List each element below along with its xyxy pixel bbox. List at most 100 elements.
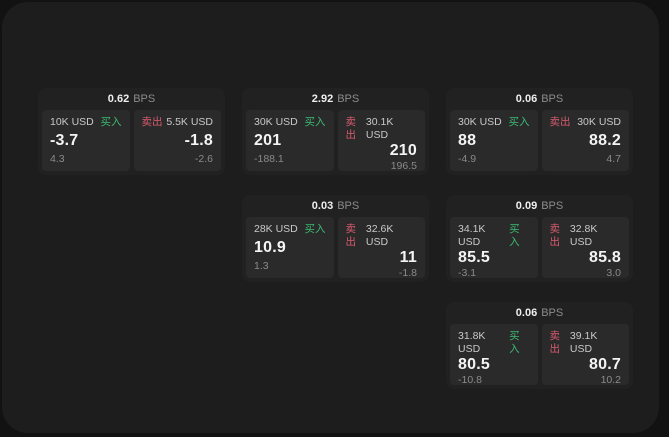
- bps-value: 0.06: [515, 307, 538, 319]
- sell-price: 85.8: [589, 249, 621, 266]
- buy-panel[interactable]: 30K USD 买入 201 -188.1: [246, 110, 334, 171]
- buy-panel-top: 30K USD 买入: [254, 116, 326, 129]
- sell-panel[interactable]: 卖出 30.1K USD 210 196.5: [337, 110, 425, 172]
- quote-card: 0.62 BPS 10K USD 买入 -3.7 4.3 卖出 5.5K USD…: [38, 88, 225, 175]
- sell-panel[interactable]: 卖出 5.5K USD -1.8 -2.6: [133, 110, 221, 171]
- sell-amount: 32.8K USD: [569, 223, 598, 248]
- buy-price: 10.9: [254, 239, 286, 256]
- sell-amount: 30K USD: [577, 116, 621, 128]
- sell-amount: 30.1K USD: [365, 116, 394, 141]
- sell-price: 11: [399, 249, 417, 266]
- bps-unit-label: BPS: [337, 93, 360, 105]
- buy-delta: -10.8: [458, 374, 482, 386]
- buy-price: 85.5: [458, 249, 490, 266]
- sell-delta: 4.7: [606, 153, 621, 165]
- sell-price: 88.2: [589, 132, 621, 149]
- sell-panel-top: 卖出 32.8K USD: [550, 223, 622, 249]
- bps-value: 2.92: [311, 93, 334, 105]
- sell-panel-top: 卖出 39.1K USD: [550, 330, 622, 356]
- bps-unit-label: BPS: [337, 200, 360, 212]
- buy-panel-top: 28K USD 买入: [254, 223, 326, 236]
- card-header: 0.03 BPS: [246, 198, 425, 215]
- buy-side-label: 买入: [100, 116, 122, 128]
- buy-delta: -188.1: [254, 153, 284, 165]
- buy-sell-panels: 30K USD 买入 201 -188.1 卖出 30.1K USD 210 1…: [246, 110, 425, 172]
- card-header: 0.09 BPS: [450, 198, 629, 215]
- sell-panel-top: 卖出 5.5K USD: [142, 116, 214, 129]
- sell-panel-top: 卖出 30.1K USD: [346, 116, 418, 142]
- buy-amount: 30K USD: [254, 116, 298, 128]
- buy-amount: 10K USD: [50, 116, 94, 128]
- bps-value: 0.06: [515, 93, 538, 105]
- sell-panel-top: 卖出 32.6K USD: [346, 223, 418, 249]
- sell-panel[interactable]: 卖出 32.8K USD 85.8 3.0: [541, 217, 629, 279]
- buy-panel[interactable]: 10K USD 买入 -3.7 4.3: [42, 110, 130, 171]
- buy-sell-panels: 30K USD 买入 88 -4.9 卖出 30K USD 88.2 4.7: [450, 110, 629, 171]
- bps-unit-label: BPS: [541, 200, 564, 212]
- quote-card: 2.92 BPS 30K USD 买入 201 -188.1 卖出 30.1K …: [242, 88, 429, 175]
- buy-amount: 31.8K USD: [458, 330, 486, 355]
- buy-panel[interactable]: 31.8K USD 买入 80.5 -10.8: [450, 324, 538, 386]
- sell-side-label: 卖出: [549, 223, 561, 248]
- bps-unit-label: BPS: [133, 93, 156, 105]
- sell-side-label: 卖出: [141, 116, 163, 128]
- app-window: 0.62 BPS 10K USD 买入 -3.7 4.3 卖出 5.5K USD…: [2, 2, 659, 433]
- buy-panel-top: 30K USD 买入: [458, 116, 530, 129]
- buy-panel-top: 31.8K USD 买入: [458, 330, 530, 356]
- buy-side-label: 买入: [304, 223, 326, 235]
- card-header: 2.92 BPS: [246, 91, 425, 108]
- buy-sell-panels: 10K USD 买入 -3.7 4.3 卖出 5.5K USD -1.8 -2.…: [42, 110, 221, 171]
- quote-card: 0.06 BPS 31.8K USD 买入 80.5 -10.8 卖出 39.1…: [446, 302, 633, 389]
- sell-side-label: 卖出: [345, 116, 357, 141]
- quote-card: 0.03 BPS 28K USD 买入 10.9 1.3 卖出 32.6K US…: [242, 195, 429, 282]
- card-header: 0.06 BPS: [450, 91, 629, 108]
- buy-panel-top: 10K USD 买入: [50, 116, 122, 129]
- sell-amount: 32.6K USD: [365, 223, 394, 248]
- sell-price: -1.8: [184, 132, 213, 149]
- bps-unit-label: BPS: [541, 307, 564, 319]
- sell-panel[interactable]: 卖出 32.6K USD 11 -1.8: [337, 217, 425, 279]
- buy-sell-panels: 34.1K USD 买入 85.5 -3.1 卖出 32.8K USD 85.8…: [450, 217, 629, 279]
- buy-delta: 1.3: [254, 260, 269, 272]
- sell-delta: 196.5: [390, 160, 417, 172]
- buy-side-label: 买入: [509, 330, 520, 355]
- sell-price: 80.7: [589, 356, 621, 373]
- buy-price: -3.7: [50, 132, 79, 149]
- sell-panel[interactable]: 卖出 30K USD 88.2 4.7: [541, 110, 629, 171]
- buy-price: 80.5: [458, 356, 490, 373]
- buy-amount: 34.1K USD: [458, 223, 486, 248]
- buy-side-label: 买入: [509, 223, 520, 248]
- buy-delta: -4.9: [458, 153, 477, 165]
- card-header: 0.06 BPS: [450, 305, 629, 322]
- buy-delta: -3.1: [458, 267, 477, 279]
- quote-card-grid: 0.62 BPS 10K USD 买入 -3.7 4.3 卖出 5.5K USD…: [38, 88, 633, 389]
- sell-price: 210: [389, 142, 417, 159]
- buy-side-label: 买入: [508, 116, 530, 128]
- sell-panel[interactable]: 卖出 39.1K USD 80.7 10.2: [541, 324, 629, 386]
- buy-price: 201: [254, 132, 282, 149]
- buy-panel[interactable]: 34.1K USD 买入 85.5 -3.1: [450, 217, 538, 279]
- card-header: 0.62 BPS: [42, 91, 221, 108]
- buy-sell-panels: 28K USD 买入 10.9 1.3 卖出 32.6K USD 11 -1.8: [246, 217, 425, 279]
- buy-panel[interactable]: 28K USD 买入 10.9 1.3: [246, 217, 334, 278]
- buy-sell-panels: 31.8K USD 买入 80.5 -10.8 卖出 39.1K USD 80.…: [450, 324, 629, 386]
- buy-price: 88: [458, 132, 477, 149]
- buy-delta: 4.3: [50, 153, 65, 165]
- bps-value: 0.62: [107, 93, 130, 105]
- sell-delta: -1.8: [398, 267, 417, 279]
- sell-delta: 3.0: [606, 267, 621, 279]
- bps-value: 0.09: [515, 200, 538, 212]
- sell-side-label: 卖出: [345, 223, 357, 248]
- buy-panel[interactable]: 30K USD 买入 88 -4.9: [450, 110, 538, 171]
- sell-delta: -2.6: [194, 153, 213, 165]
- sell-side-label: 卖出: [549, 116, 571, 128]
- buy-amount: 30K USD: [458, 116, 502, 128]
- sell-amount: 39.1K USD: [569, 330, 598, 355]
- bps-value: 0.03: [311, 200, 334, 212]
- buy-side-label: 买入: [304, 116, 326, 128]
- sell-delta: 10.2: [600, 374, 621, 386]
- sell-amount: 5.5K USD: [166, 116, 213, 128]
- buy-panel-top: 34.1K USD 买入: [458, 223, 530, 249]
- sell-panel-top: 卖出 30K USD: [550, 116, 622, 129]
